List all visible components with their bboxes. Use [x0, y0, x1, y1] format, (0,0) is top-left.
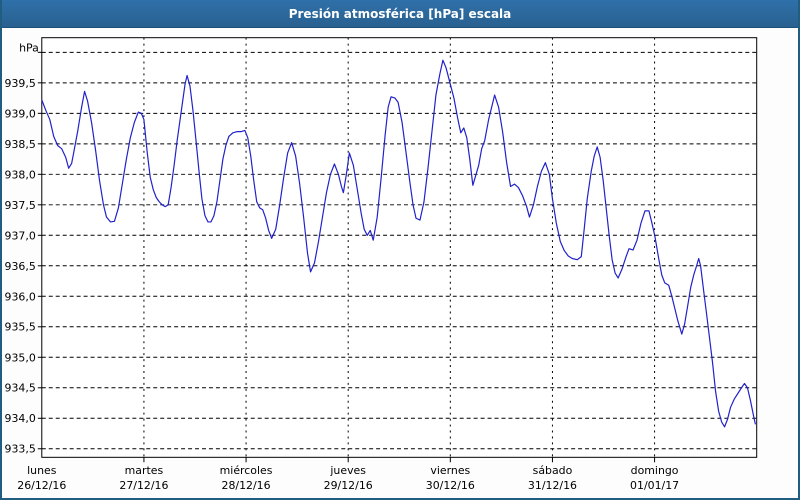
- y-tick-label: 939,0: [5, 107, 36, 120]
- x-date-label: 28/12/16: [222, 479, 271, 492]
- x-weekday-label: jueves: [329, 464, 366, 477]
- y-tick-label: 935,5: [5, 321, 36, 334]
- y-tick-label: 936,5: [5, 260, 36, 273]
- x-date-label: 26/12/16: [17, 479, 66, 492]
- x-weekday-label: domingo: [631, 464, 679, 477]
- window-title: Presión atmosférica [hPa] escala: [288, 6, 512, 21]
- y-tick-label: 938,5: [5, 138, 36, 151]
- plot-frame: [41, 37, 758, 458]
- y-tick-label: 939,5: [5, 77, 36, 90]
- y-tick-label: 934,0: [5, 412, 36, 425]
- x-weekday-label: lunes: [27, 464, 57, 477]
- x-date-label: 30/12/16: [426, 479, 475, 492]
- y-tick-label: 935,0: [5, 351, 36, 364]
- y-tick-label: 934,5: [5, 382, 36, 395]
- x-weekday-label: viernes: [430, 464, 470, 477]
- y-tick-label: 938,0: [5, 168, 36, 181]
- pressure-series-line: [41, 59, 756, 428]
- x-weekday-label: sábado: [533, 464, 573, 477]
- y-unit-label: hPa: [19, 42, 39, 55]
- window-titlebar: Presión atmosférica [hPa] escala: [2, 0, 798, 28]
- y-tick-label: 937,0: [5, 229, 36, 242]
- y-tick-label: 933,5: [5, 443, 36, 456]
- y-tick-label: 937,5: [5, 199, 36, 212]
- y-tick-label: 936,0: [5, 290, 36, 303]
- x-date-label: 29/12/16: [324, 479, 373, 492]
- x-date-label: 01/01/17: [630, 479, 679, 492]
- x-weekday-label: martes: [125, 464, 164, 477]
- x-date-label: 31/12/16: [528, 479, 577, 492]
- x-date-label: 27/12/16: [119, 479, 168, 492]
- x-weekday-label: miércoles: [220, 464, 273, 477]
